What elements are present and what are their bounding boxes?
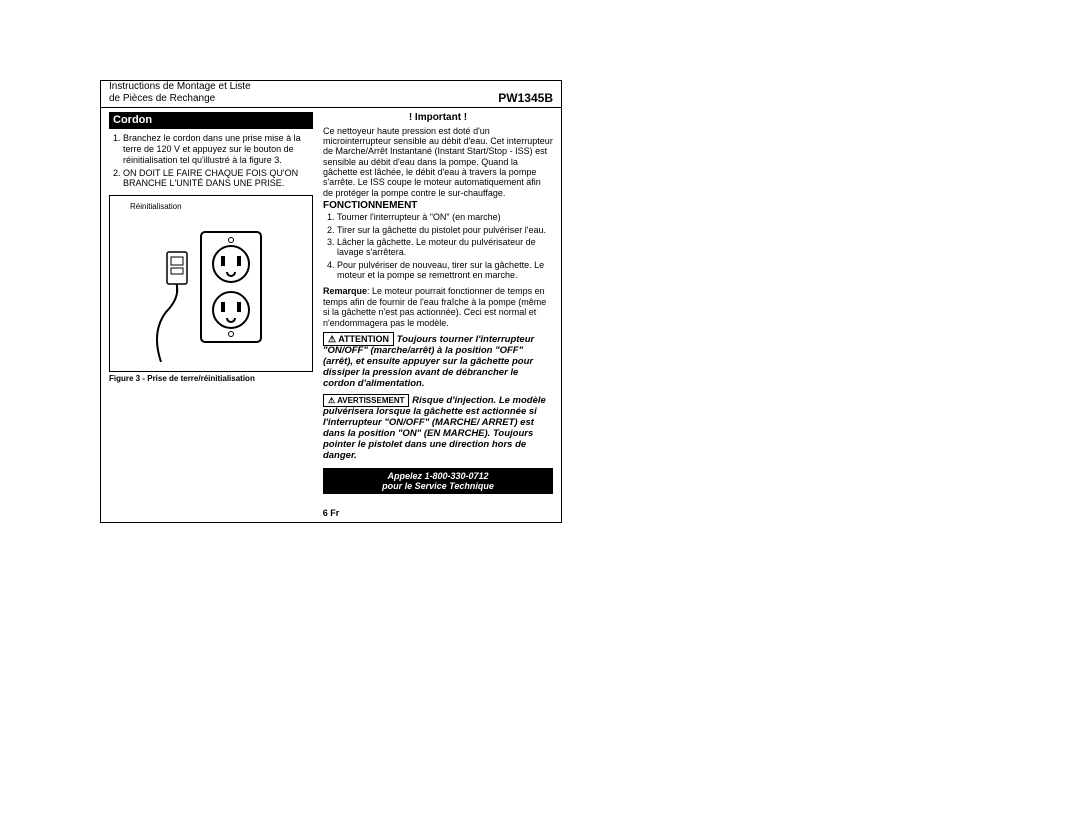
func-step: Tourner l'interrupteur à "ON" (en marche… <box>337 212 553 222</box>
func-step: Tirer sur la gâchette du pistolet pour p… <box>337 225 553 235</box>
section-cordon-heading: Cordon <box>109 112 313 129</box>
model-number: PW1345B <box>498 91 553 105</box>
call-line1: Appelez 1-800-330-0712 <box>387 471 488 481</box>
important-heading: ! Important ! <box>323 112 553 124</box>
right-column: ! Important ! Ce nettoyeur haute pressio… <box>319 108 561 500</box>
fonctionnement-steps: Tourner l'interrupteur à "ON" (en marche… <box>323 212 553 280</box>
content-columns: Cordon Branchez le cordon dans une prise… <box>101 108 561 500</box>
important-text: Ce nettoyeur haute pression est doté d'u… <box>323 126 553 198</box>
remarque-label: Remarque <box>323 286 367 296</box>
figure-label: Réinitialisation <box>116 202 306 212</box>
cordon-steps: Branchez le cordon dans une prise mise à… <box>109 133 313 189</box>
attention-block: ⚠ ATTENTION Toujours tourner l'interrupt… <box>323 332 553 390</box>
remarque-paragraph: Remarque: Le moteur pourrait fonctionner… <box>323 286 553 327</box>
fonctionnement-heading: FONCTIONNEMENT <box>323 200 553 212</box>
func-step: Lâcher la gâchette. Le moteur du pulvéri… <box>337 237 553 258</box>
cordon-step: Branchez le cordon dans une prise mise à… <box>123 133 313 165</box>
func-step: Pour pulvériser de nouveau, tirer sur la… <box>337 260 553 281</box>
header-line2: de Pièces de Rechange <box>109 93 215 104</box>
figure-caption: Figure 3 - Prise de terre/réinitialisati… <box>109 374 313 384</box>
left-column: Cordon Branchez le cordon dans une prise… <box>101 108 319 500</box>
header-title: Instructions de Montage et Liste de Pièc… <box>109 81 251 105</box>
avertissement-block: ⚠ AVERTISSEMENT Risque d'injection. Le m… <box>323 394 553 462</box>
header-line1: Instructions de Montage et Liste <box>109 81 251 92</box>
manual-page: Instructions de Montage et Liste de Pièc… <box>100 80 562 523</box>
page-header: Instructions de Montage et Liste de Pièc… <box>101 81 561 108</box>
call-line2: pour le Service Technique <box>382 481 494 491</box>
outlet-diagram-icon <box>141 212 281 362</box>
attention-badge: ⚠ ATTENTION <box>323 332 394 346</box>
page-number: 6 Fr <box>101 500 561 522</box>
figure-box: Réinitialisation <box>109 195 313 371</box>
cordon-step: ON DOIT LE FAIRE CHAQUE FOIS QU'ON BRANC… <box>123 168 313 190</box>
service-call-box: Appelez 1-800-330-0712 pour le Service T… <box>323 468 553 495</box>
